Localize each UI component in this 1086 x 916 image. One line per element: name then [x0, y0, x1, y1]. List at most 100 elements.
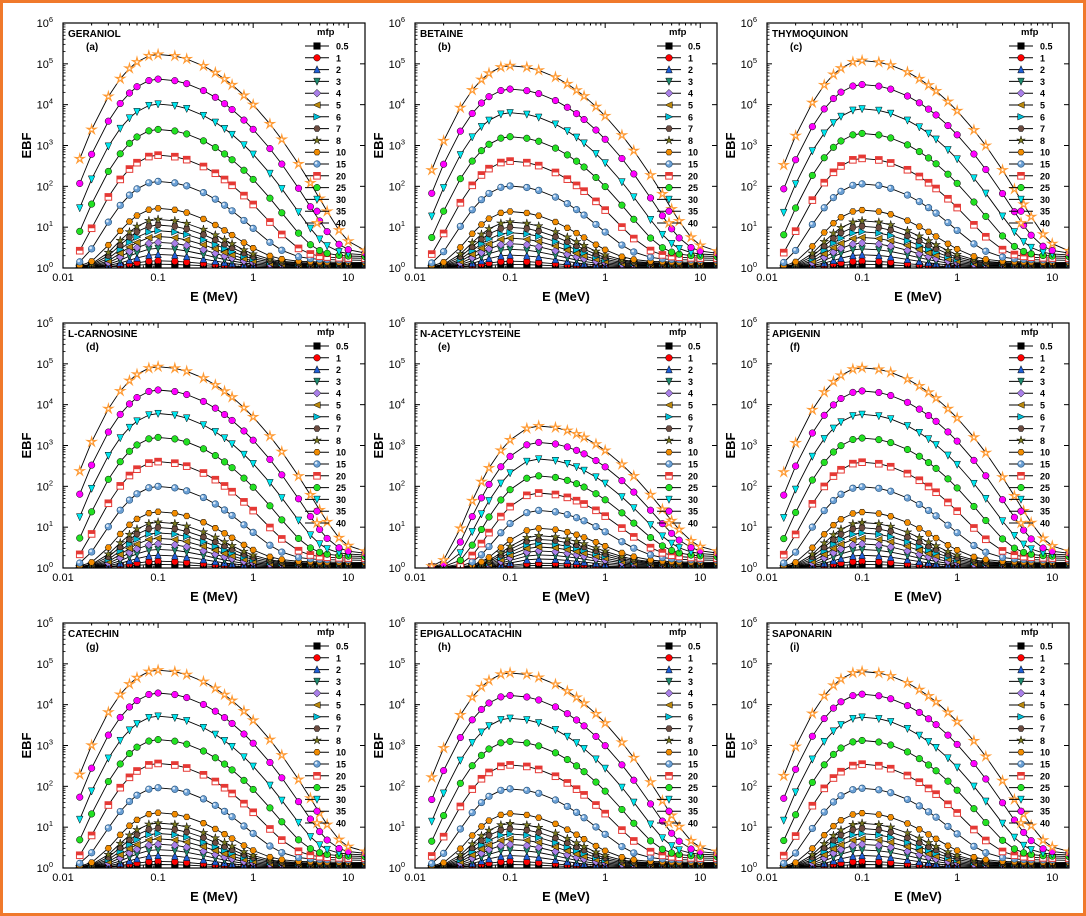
data-point: [846, 362, 860, 375]
data-point: [780, 535, 788, 543]
y-tick-label: 106: [389, 315, 405, 330]
data-point-fill: [970, 221, 978, 225]
legend-item-20: 20: [657, 471, 698, 481]
data-point-highlight: [155, 785, 159, 789]
data-point: [535, 113, 543, 122]
data-point-fill: [228, 488, 236, 492]
data-point: [306, 815, 314, 823]
panel-letter: (f): [790, 342, 800, 353]
data-point: [468, 109, 476, 118]
legend-item-1: 1: [305, 353, 341, 363]
data-point: [902, 526, 913, 537]
legend-label: 35: [688, 207, 698, 217]
data-point: [171, 831, 180, 839]
data-point: [440, 259, 448, 266]
data-point: [220, 831, 229, 838]
series-mfp-30: [76, 409, 365, 560]
legend-item-35: 35: [657, 507, 698, 517]
legend-item-3: 3: [657, 377, 693, 387]
data-point: [198, 526, 209, 537]
legend-label: 6: [336, 712, 341, 722]
data-point: [124, 544, 134, 553]
data-point: [468, 133, 476, 142]
data-point: [88, 548, 96, 556]
data-point-highlight: [441, 249, 444, 253]
legend-marker: [665, 495, 673, 504]
data-point-highlight: [926, 205, 929, 208]
data-point: [183, 182, 191, 190]
data-point: [875, 388, 883, 397]
data-point: [228, 719, 236, 728]
data-point: [551, 473, 560, 481]
data-point: [104, 845, 112, 852]
data-point: [85, 122, 99, 136]
data-point-fill: [485, 165, 493, 169]
data-point: [76, 815, 84, 824]
data-point: [468, 541, 476, 549]
data-point: [183, 105, 191, 114]
data-point: [113, 384, 127, 397]
data-point-highlight: [117, 809, 121, 812]
data-point: [572, 229, 581, 237]
legend-label: 3: [1040, 77, 1045, 87]
data-point: [278, 774, 286, 782]
legend-item-40: 40: [1009, 216, 1050, 229]
y-tick-exponent: 0: [753, 560, 757, 569]
data-point: [306, 512, 314, 521]
data-point: [836, 244, 846, 253]
legend-item-4: 4: [305, 689, 341, 699]
data-point: [627, 143, 641, 157]
data-point: [858, 387, 866, 395]
y-tick-base: 10: [741, 400, 753, 412]
data-point: [777, 158, 791, 171]
data-point: [278, 185, 286, 194]
data-point: [922, 78, 936, 91]
data-point-highlight: [429, 260, 433, 264]
data-point: [875, 551, 883, 560]
legend-marker-highlight: [666, 161, 670, 165]
x-tick-label: 0.01: [52, 572, 73, 584]
data-point: [589, 437, 603, 450]
data-point: [211, 221, 219, 229]
legend-label: 1: [688, 53, 693, 63]
data-point: [829, 496, 838, 505]
data-point: [808, 476, 816, 484]
data-point: [199, 747, 208, 755]
y-tick-exponent: 1: [49, 219, 53, 228]
data-point: [171, 484, 179, 492]
legend-label: 7: [336, 124, 341, 134]
legend-label: 40: [1040, 519, 1050, 529]
data-point-highlight: [905, 192, 908, 196]
data-point: [104, 778, 112, 786]
data-point: [249, 483, 257, 491]
x-tick-label: 1: [602, 272, 608, 284]
data-point: [133, 417, 141, 426]
data-point: [808, 147, 817, 156]
data-point-highlight: [250, 530, 254, 533]
data-point: [199, 215, 208, 223]
data-point: [323, 545, 331, 554]
data-point: [292, 469, 306, 482]
y-tick-label: 101: [389, 219, 405, 234]
legend-item-40: 40: [1009, 516, 1050, 529]
legend-marker: [1016, 88, 1026, 98]
legend-label: 4: [688, 89, 693, 99]
data-point: [101, 705, 115, 718]
data-point: [183, 414, 191, 423]
legend-label: 30: [336, 795, 346, 805]
data-point: [886, 241, 895, 251]
data-point: [967, 430, 981, 443]
data-point: [675, 544, 683, 553]
data-point: [440, 207, 448, 215]
data-point: [171, 257, 179, 265]
legend-marker: [664, 388, 674, 398]
data-point: [792, 508, 800, 517]
data-point: [847, 216, 859, 227]
legend-marker-highlight: [314, 161, 318, 165]
x-tick-label: 0.01: [404, 272, 425, 284]
data-point: [210, 546, 219, 555]
legend-marker: [313, 125, 321, 132]
data-point: [618, 178, 626, 187]
data-point: [132, 544, 142, 554]
data-point-highlight: [602, 529, 606, 533]
